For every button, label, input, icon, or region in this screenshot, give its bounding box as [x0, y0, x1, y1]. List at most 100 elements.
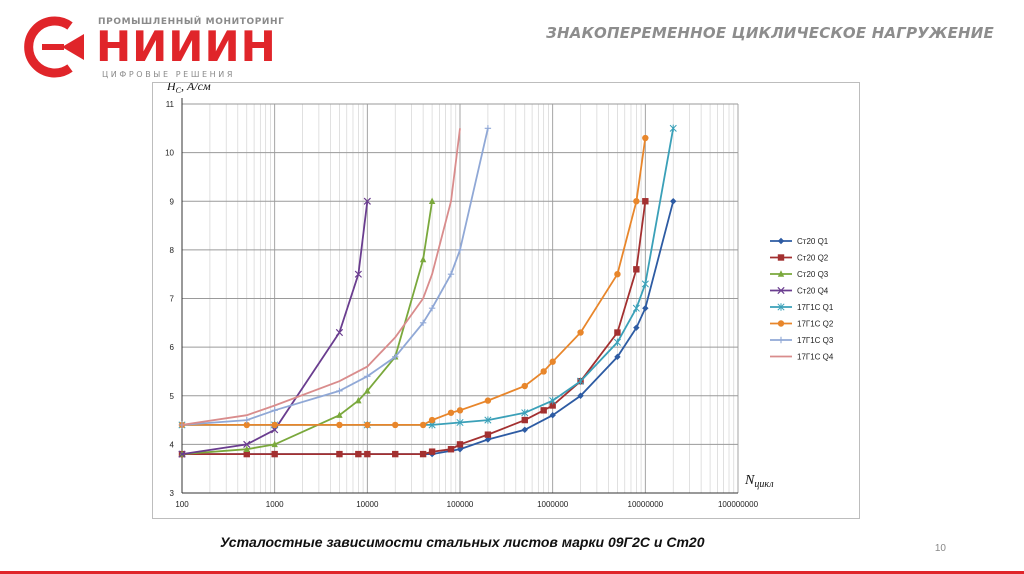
data-point: [392, 421, 399, 429]
legend-entry: 17Г1С Q2: [797, 320, 834, 329]
series-line-4: [181, 201, 369, 455]
data-point: [484, 397, 492, 404]
data-point: [364, 387, 371, 394]
y-tick-label: 3: [170, 489, 175, 498]
y-tick-label: 7: [170, 295, 175, 304]
data-point: [355, 396, 362, 404]
data-point: [614, 329, 621, 336]
series-line-5: [182, 128, 675, 426]
series-line-8: [181, 128, 461, 426]
data-point: [354, 270, 362, 278]
data-point: [271, 407, 278, 414]
y-tick-label: 5: [170, 392, 175, 401]
y-tick-label: 8: [170, 246, 175, 255]
data-point: [641, 280, 649, 288]
legend-entry: 17Г1С Q1: [797, 303, 834, 312]
data-point: [243, 416, 250, 424]
data-point: [521, 416, 528, 424]
data-point: [670, 198, 677, 205]
data-point: [614, 270, 621, 278]
data-point: [549, 402, 556, 409]
company-logo: ПРОМЫШЛЕННЫЙ МОНИТОРИНГ НИИИН ЦИФРОВЫЕ Р…: [18, 12, 284, 82]
data-point: [364, 373, 371, 380]
data-point: [642, 134, 649, 142]
data-point: [484, 431, 492, 438]
data-point: [419, 450, 427, 458]
logo-bottom-text: ЦИФРОВЫЕ РЕШЕНИЯ: [102, 70, 235, 79]
series-line-2: [182, 201, 647, 456]
data-point: [456, 441, 464, 448]
legend-entry: 17Г1С Q4: [797, 353, 834, 362]
x-tick-label: 100000000: [718, 500, 759, 509]
data-point: [484, 416, 492, 424]
page-number: 10: [934, 543, 946, 554]
chart-frame: 100 1000 10000 100000 1000000 10000000 1000000…: [152, 82, 860, 519]
slide-caption: Усталостные зависимости стальных листов …: [220, 534, 705, 550]
data-point: [419, 255, 427, 263]
data-point: [540, 368, 547, 375]
data-point: [335, 328, 344, 337]
data-point: [243, 445, 250, 452]
data-point: [669, 124, 677, 133]
data-point: [614, 353, 621, 361]
data-point: [428, 197, 436, 204]
data-point: [521, 426, 528, 433]
fatigue-chart: 100 1000 10000 100000 1000000 10000000 1000000…: [165, 83, 834, 509]
legend-entry: Ст20 Q1: [797, 237, 829, 246]
data-point: [447, 270, 455, 278]
data-point: [355, 450, 362, 458]
data-point: [642, 198, 649, 205]
legend-entry: Ст20 Q2: [797, 254, 829, 263]
data-point: [336, 411, 343, 418]
data-point: [243, 450, 250, 458]
legend-marker: [777, 303, 785, 311]
data-point: [456, 246, 464, 254]
data-point: [336, 387, 343, 395]
data-point: [271, 450, 278, 458]
data-point: [613, 338, 621, 346]
data-point: [456, 407, 464, 414]
data-point: [336, 450, 343, 458]
series-line-3: [181, 201, 433, 455]
data-point: [484, 436, 492, 443]
data-point: [642, 305, 649, 312]
data-point: [363, 197, 371, 205]
data-point: [243, 440, 251, 448]
data-point: [577, 392, 584, 399]
bottom-accent-bar: [0, 571, 1024, 574]
data-point: [632, 304, 640, 312]
data-point: [484, 125, 492, 132]
data-point: [521, 409, 529, 417]
x-tick-label: 10000000: [628, 500, 664, 509]
y-tick-label: 11: [166, 100, 175, 109]
series-line-7: [181, 128, 489, 426]
legend-marker: [777, 237, 785, 245]
data-point: [178, 450, 186, 458]
data-point: [364, 421, 371, 429]
legend-marker: [777, 286, 785, 295]
y-tick-label: 10: [165, 149, 174, 158]
data-point: [540, 407, 547, 414]
x-axis-label: Nцикл: [744, 473, 774, 490]
legend-marker: [777, 254, 785, 261]
data-point: [549, 396, 557, 405]
data-point: [456, 446, 464, 453]
data-point: [336, 421, 343, 429]
data-point: [271, 421, 278, 429]
y-axis-label: HC, А/см: [166, 83, 211, 95]
legend-marker: [777, 320, 785, 327]
data-point: [271, 440, 278, 448]
data-point: [428, 416, 436, 424]
series-line-6: [182, 137, 647, 426]
data-point: [428, 305, 436, 312]
data-point: [419, 421, 427, 429]
legend-marker: [777, 336, 785, 344]
data-point: [364, 450, 371, 458]
x-tick-label: 1000: [266, 500, 284, 509]
legend-entry: Ст20 Q3: [797, 270, 829, 279]
data-point: [521, 382, 528, 390]
data-point: [633, 324, 640, 331]
legend-entry: 17Г1С Q3: [797, 336, 834, 345]
data-point: [633, 266, 640, 273]
data-point: [428, 448, 436, 455]
